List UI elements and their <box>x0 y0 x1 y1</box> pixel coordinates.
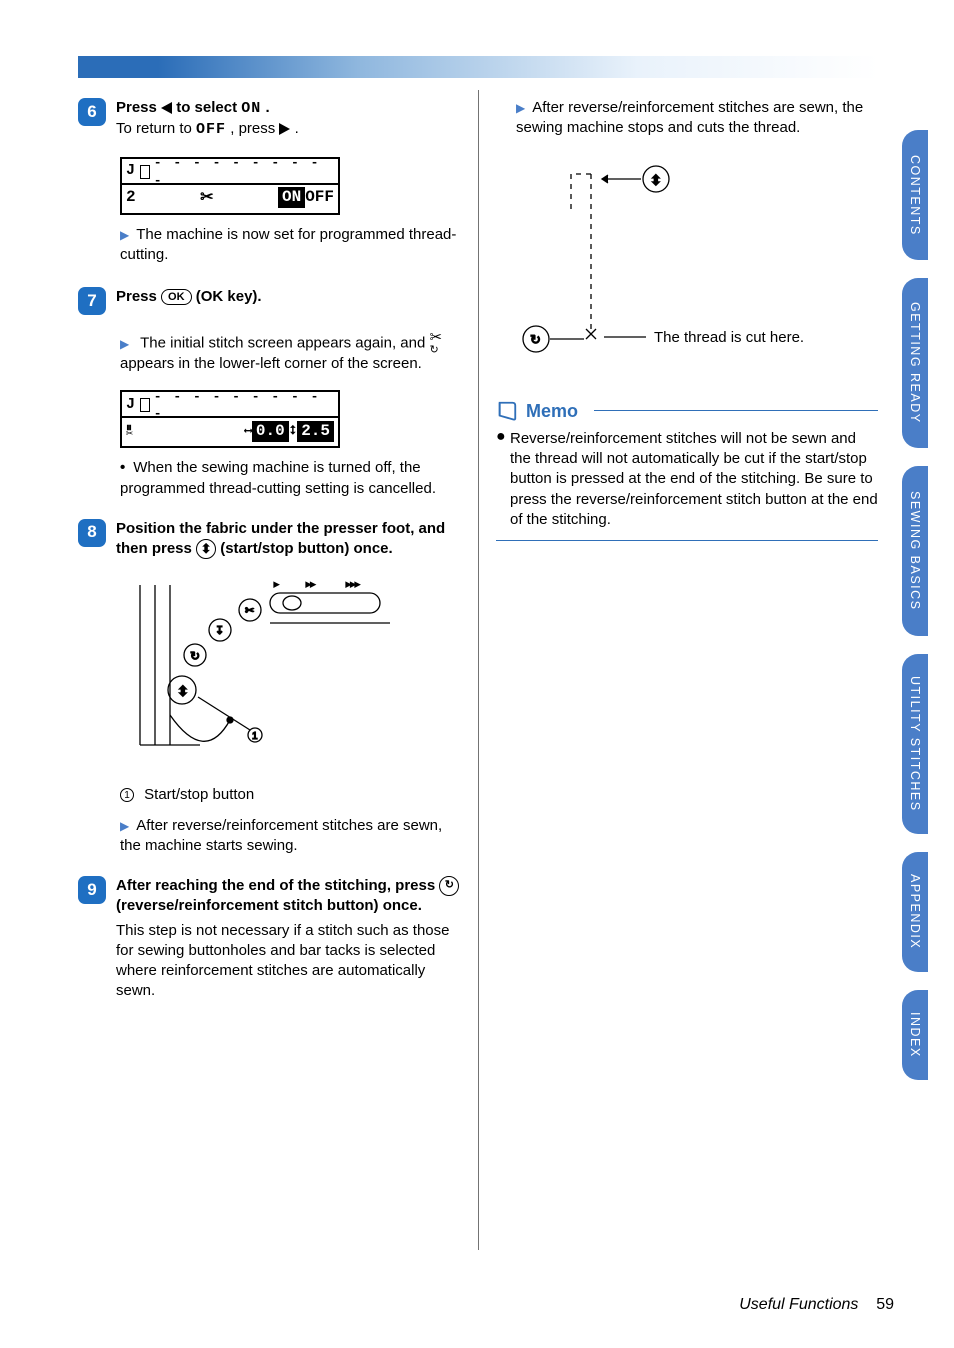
lcd-screenshot-2: J - - - - - - - - - - ⏸✂ ⟷ 0.0 ⭥ 2.5 <box>120 390 340 448</box>
svg-text:⬍: ⬍ <box>650 172 662 188</box>
tab-appendix[interactable]: APPENDIX <box>902 852 928 972</box>
step6-result: The machine is now set for programmed th… <box>120 225 460 266</box>
step8-text-b: (start/stop button) once. <box>220 540 393 557</box>
lcd-screenshot-1: J - - - - - - - - - - 2 ✂ ONOFF <box>120 157 340 215</box>
off-glyph: OFF <box>196 121 226 138</box>
header-gradient <box>78 56 878 78</box>
lcd2-tl: J <box>126 395 136 415</box>
step8-key: 1 Start/stop button <box>120 785 460 805</box>
tab-contents[interactable]: CONTENTS <box>902 130 928 260</box>
lcd1-on: ON <box>278 187 305 209</box>
svg-text:⬍: ⬍ <box>177 683 189 699</box>
step7-result: The initial stitch screen appears again,… <box>120 333 460 374</box>
lcd2-v1: 0.0 <box>252 421 289 443</box>
step6-return-a: To return to <box>116 120 196 137</box>
circled-1-icon: 1 <box>120 788 134 802</box>
svg-text:▸: ▸ <box>274 579 279 589</box>
step-badge-8: 8 <box>78 519 106 547</box>
svg-text:↻: ↻ <box>530 332 541 347</box>
step-6: 6 Press to select ON . To return to OFF … <box>78 98 460 141</box>
step9-text-b: (reverse/reinforcement stitch button) on… <box>116 897 422 914</box>
tab-index[interactable]: INDEX <box>902 990 928 1080</box>
reverse-stitch-icon: ↻ <box>439 876 459 896</box>
svg-text:1: 1 <box>252 731 258 742</box>
step9-para: This step is not necessary if a stitch s… <box>116 921 460 1002</box>
step-7: 7 Press OK (OK key). <box>78 287 460 315</box>
step6-return-b: , press <box>230 120 279 137</box>
step-badge-6: 6 <box>78 98 106 126</box>
memo-bullet-icon: ● <box>496 429 510 530</box>
svg-text:▸▸: ▸▸ <box>306 579 316 589</box>
memo-rule-top <box>594 410 878 411</box>
step6-press: Press <box>116 99 161 116</box>
svg-text:↻: ↻ <box>190 649 200 663</box>
step-9: 9 After reaching the end of the stitchin… <box>78 876 460 1002</box>
svg-text:↧: ↧ <box>215 625 224 637</box>
lcd1-off: OFF <box>305 187 334 209</box>
lcd1-tl: J <box>126 161 136 181</box>
lcd2-v2: 2.5 <box>297 421 334 443</box>
step-8: 8 Position the fabric under the presser … <box>78 519 460 560</box>
step7-res-b: appears in the lower-left corner of the … <box>120 355 422 372</box>
step-badge-7: 7 <box>78 287 106 315</box>
tab-sewing-basics[interactable]: SEWING BASICS <box>902 466 928 636</box>
side-tabs: CONTENTS GETTING READY SEWING BASICS UTI… <box>902 130 936 1098</box>
step6-period: . <box>265 99 269 116</box>
svg-text:✂: ✂ <box>245 605 254 617</box>
column-divider <box>478 90 479 1250</box>
footer-section: Useful Functions <box>739 1296 858 1313</box>
cut-label: The thread is cut here. <box>654 329 804 346</box>
left-column: 6 Press to select ON . To return to OFF … <box>78 90 478 1250</box>
step7-press: Press <box>116 288 161 305</box>
step8-result: After reverse/reinforcement stitches are… <box>120 816 460 857</box>
right-arrow-icon <box>279 123 290 135</box>
step-badge-9: 9 <box>78 876 106 904</box>
scissor-icon: ✂ <box>200 187 213 209</box>
lcd1-dashes: - - - - - - - - - - <box>154 154 334 189</box>
tab-utility-stitches[interactable]: UTILITY STITCHES <box>902 654 928 834</box>
memo-icon <box>496 400 518 422</box>
lcd1-bl: 2 <box>126 187 136 209</box>
thread-diagram: ⬍ ↻ The thread is cut here. <box>506 159 878 369</box>
memo-title: Memo <box>526 399 578 423</box>
step9-text-a: After reaching the end of the stitching,… <box>116 877 439 894</box>
footer-page: 59 <box>876 1296 894 1313</box>
step7-bullet: When the sewing machine is turned off, t… <box>120 458 460 499</box>
step7-res-a: The initial stitch screen appears again,… <box>140 335 429 352</box>
step7-ok-key: (OK key). <box>196 288 262 305</box>
memo-box: Memo ● Reverse/reinforcement stitches wi… <box>496 399 878 542</box>
step8-key-label: Start/stop button <box>144 786 254 803</box>
lcd2-dashes: - - - - - - - - - - <box>154 388 334 423</box>
tab-getting-ready[interactable]: GETTING READY <box>902 278 928 448</box>
right-column: After reverse/reinforcement stitches are… <box>478 90 878 1250</box>
machine-diagram: ▸ ▸▸ ▸▸▸ ✂ ↧ ↻ ⬍ 1 <box>120 575 460 775</box>
step6-to-select: to select <box>176 99 241 116</box>
left-arrow-icon <box>161 102 172 114</box>
page-footer: Useful Functions 59 <box>739 1296 894 1314</box>
ok-key-icon: OK <box>161 289 192 306</box>
svg-text:▸▸▸: ▸▸▸ <box>346 579 360 589</box>
memo-text: Reverse/reinforcement stitches will not … <box>510 429 878 530</box>
on-glyph: ON <box>241 100 261 117</box>
right-bullet: After reverse/reinforcement stitches are… <box>516 98 878 139</box>
start-stop-icon: ⬍ <box>196 539 216 559</box>
